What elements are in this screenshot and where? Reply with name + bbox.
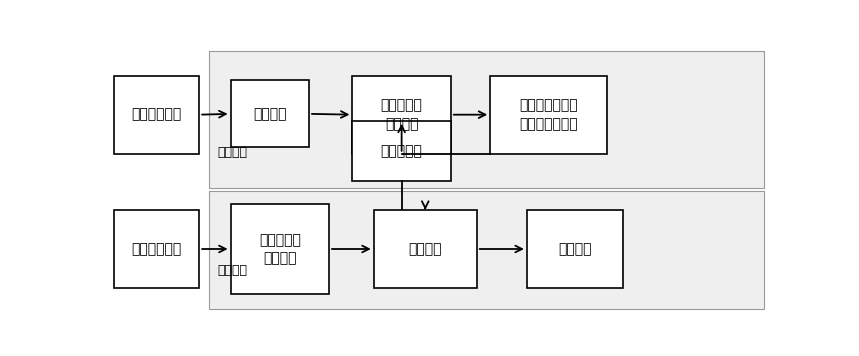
Bar: [114, 75, 199, 154]
Bar: [352, 121, 451, 181]
Bar: [230, 204, 329, 294]
Bar: [527, 210, 624, 288]
Bar: [352, 75, 451, 154]
Bar: [209, 51, 765, 188]
Text: 入侵判定: 入侵判定: [558, 242, 592, 256]
Text: 检测阶段: 检测阶段: [217, 264, 247, 277]
Text: 属性约简: 属性约简: [253, 107, 287, 121]
Bar: [230, 80, 309, 147]
Bar: [114, 210, 199, 288]
Text: 模糊分类器: 模糊分类器: [381, 144, 423, 158]
Bar: [209, 191, 765, 309]
Bar: [374, 210, 477, 288]
Bar: [490, 75, 606, 154]
Text: 主机审计数据: 主机审计数据: [131, 108, 182, 122]
Text: 自动确定隶
属度函数: 自动确定隶 属度函数: [381, 99, 423, 131]
Text: 主机监测行为: 主机监测行为: [131, 242, 182, 256]
Text: 训练阶段: 训练阶段: [217, 146, 247, 159]
Text: 数据采集和
特征提取: 数据采集和 特征提取: [259, 233, 301, 265]
Text: 演化方式确定模
糊关联规则集合: 演化方式确定模 糊关联规则集合: [519, 99, 578, 131]
Text: 模糊推理: 模糊推理: [409, 242, 442, 256]
